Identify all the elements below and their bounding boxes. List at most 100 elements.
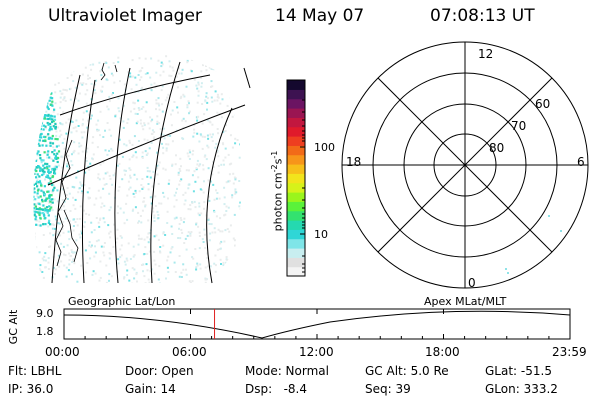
emission-pixel xyxy=(91,157,94,160)
emission-pixel xyxy=(197,83,200,86)
emission-pixel xyxy=(121,155,124,158)
emission-pixel xyxy=(232,237,235,240)
emission-pixel xyxy=(252,172,254,174)
emission-pixel-bright xyxy=(31,207,33,209)
emission-pixel xyxy=(202,191,205,194)
emission-pixel xyxy=(62,98,65,101)
emission-pixel xyxy=(109,177,112,180)
emission-pixel-bright xyxy=(33,207,36,210)
emission-pixel xyxy=(225,64,228,67)
emission-pixel-bright xyxy=(41,198,44,201)
emission-pixel-bright xyxy=(43,193,46,196)
emission-pixel xyxy=(68,263,71,266)
emission-pixel xyxy=(95,240,98,243)
emission-pixel xyxy=(183,217,186,220)
emission-pixel xyxy=(33,258,35,261)
emission-pixel-bright xyxy=(30,135,32,137)
emission-pixel-bright xyxy=(56,152,59,155)
colorbar-swatch xyxy=(287,145,305,156)
emission-pixel-bright xyxy=(33,180,34,183)
emission-pixel xyxy=(144,88,147,91)
emission-pixel xyxy=(81,190,84,193)
emission-pixel xyxy=(40,70,43,72)
emission-pixel xyxy=(247,138,249,140)
emission-pixel xyxy=(120,254,123,257)
emission-pixel xyxy=(243,111,245,113)
emission-pixel xyxy=(57,164,60,167)
emission-pixel xyxy=(255,188,257,190)
emission-pixel xyxy=(129,186,132,189)
emission-pixel xyxy=(117,258,120,261)
emission-pixel xyxy=(149,196,152,199)
emission-pixel xyxy=(186,61,189,64)
emission-pixel-bright xyxy=(42,223,45,226)
emission-pixel xyxy=(42,276,45,279)
emission-pixel xyxy=(195,266,198,269)
emission-pixel xyxy=(148,147,151,150)
emission-pixel xyxy=(193,200,196,203)
emission-pixel xyxy=(185,248,188,251)
emission-pixel xyxy=(239,208,242,210)
emission-pixel xyxy=(158,265,161,268)
emission-pixel xyxy=(251,79,253,81)
emission-pixel xyxy=(54,164,57,167)
emission-pixel xyxy=(31,107,33,109)
footer-gain: Gain: 14 xyxy=(125,382,176,396)
emission-pixel xyxy=(233,213,236,216)
emission-pixel-bright xyxy=(34,205,37,208)
emission-pixel xyxy=(88,244,91,247)
emission-pixel xyxy=(180,219,183,221)
emission-pixel-bright xyxy=(56,138,59,141)
emission-pixel xyxy=(125,202,128,205)
emission-pixel xyxy=(87,119,89,122)
emission-pixel xyxy=(148,232,151,234)
emission-pixel xyxy=(146,236,149,239)
footer-mode: Mode: Normal xyxy=(245,364,329,378)
emission-pixel xyxy=(240,224,242,227)
emission-pixel xyxy=(158,202,161,205)
emission-pixel-bright xyxy=(31,199,33,201)
emission-pixel xyxy=(162,134,165,137)
emission-pixel xyxy=(198,164,201,167)
emission-pixel xyxy=(215,142,218,145)
emission-pixel xyxy=(187,183,190,186)
emission-pixel xyxy=(145,101,148,104)
emission-pixel xyxy=(224,156,227,159)
emission-pixel xyxy=(88,187,91,190)
emission-pixel xyxy=(117,262,120,265)
emission-pixel xyxy=(95,197,98,200)
emission-pixel xyxy=(149,285,151,287)
emission-pixel xyxy=(253,218,255,220)
emission-pixel xyxy=(167,182,170,185)
emission-pixel xyxy=(184,191,187,194)
emission-pixel xyxy=(99,163,102,166)
emission-pixel xyxy=(63,56,66,59)
emission-pixel xyxy=(84,249,87,252)
emission-pixel xyxy=(169,65,172,68)
emission-pixel xyxy=(95,79,98,82)
emission-pixel xyxy=(47,200,50,203)
mlat-label-80: 80 xyxy=(489,141,505,155)
emission-pixel xyxy=(102,187,105,190)
emission-pixel-bright xyxy=(46,211,49,214)
emission-pixel-bright xyxy=(41,95,44,98)
emission-pixel xyxy=(206,134,209,137)
emission-pixel xyxy=(161,142,163,145)
emission-pixel-bright xyxy=(29,173,31,175)
emission-pixel xyxy=(146,152,149,155)
emission-pixel xyxy=(243,146,245,148)
emission-pixel xyxy=(170,124,173,127)
emission-pixel xyxy=(96,146,99,149)
emission-pixel xyxy=(196,159,199,162)
emission-pixel-bright xyxy=(30,167,32,169)
emission-pixel xyxy=(149,116,152,119)
emission-pixel xyxy=(101,85,104,88)
emission-pixel-bright xyxy=(30,155,32,157)
colorbar-swatch xyxy=(287,164,305,174)
emission-pixel xyxy=(119,207,122,210)
emission-pixel xyxy=(188,149,191,152)
emission-pixel xyxy=(168,74,171,77)
emission-pixel-bright xyxy=(33,215,35,218)
emission-pixel xyxy=(239,201,242,204)
emission-pixel xyxy=(110,72,113,75)
